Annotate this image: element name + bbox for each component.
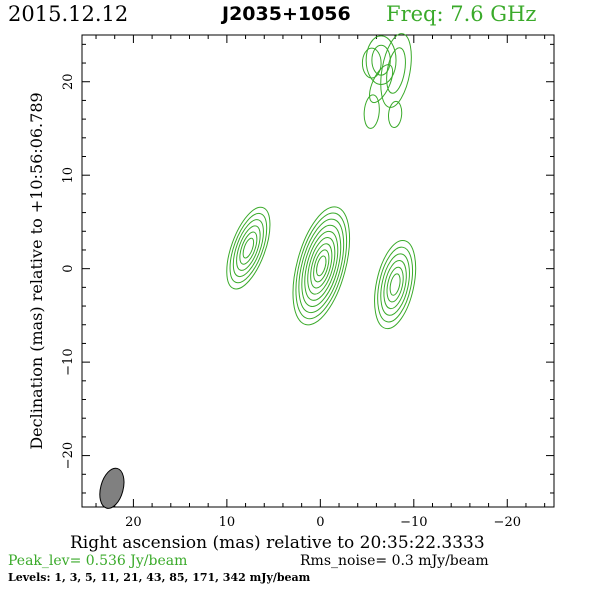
contour-core — [292, 206, 351, 326]
source-name: J2035+1056 — [222, 3, 351, 25]
contour-levels: Levels: 1, 3, 5, 11, 21, 43, 85, 171, 34… — [8, 571, 311, 584]
x-tick-label: 20 — [125, 515, 142, 530]
x-tick-label: 0 — [316, 515, 324, 530]
contour-core — [301, 224, 342, 307]
contour-west-jet — [374, 240, 417, 330]
peak-level: Peak_lev= 0.536 Jy/beam — [8, 553, 188, 569]
y-tick-label: 20 — [61, 73, 76, 90]
contour-core — [313, 249, 330, 283]
x-tick-label: −20 — [494, 515, 521, 530]
contour-east-jet — [226, 206, 271, 290]
contour-core — [310, 243, 333, 289]
y-tick-label: −20 — [61, 442, 76, 469]
rms-noise: Rms_noise= 0.3 mJy/beam — [300, 553, 489, 569]
contour-layer — [226, 33, 417, 330]
x-tick-label: −10 — [400, 515, 427, 530]
contour-west-jet — [383, 260, 407, 310]
contour-east-jet — [242, 237, 255, 259]
y-axis-label: Declination (mas) relative to +10:56:06.… — [27, 92, 46, 449]
axis-ticks: 20 10 0 −10 −20 20 10 0 −10 −20 — [61, 35, 554, 530]
contour-core — [295, 212, 348, 320]
contour-core — [298, 218, 345, 314]
contour-east-jet — [232, 219, 264, 278]
contour-east-jet — [239, 231, 258, 265]
y-tick-label: 0 — [61, 265, 76, 273]
contour-core — [316, 255, 327, 277]
contour-north-c — [361, 47, 382, 79]
contour-north-f — [387, 100, 403, 128]
beam-ellipse — [99, 467, 125, 509]
contour-core — [307, 237, 336, 295]
contour-east-jet — [236, 225, 261, 271]
plot-frame — [81, 34, 555, 508]
x-tick-label: 10 — [219, 515, 236, 530]
contour-west-jet — [377, 246, 414, 323]
contour-west-jet — [389, 273, 401, 296]
observation-date: 2015.12.12 — [8, 2, 129, 26]
contour-north-d — [369, 64, 394, 104]
contour-core — [304, 230, 339, 301]
contour-east-jet — [229, 212, 268, 284]
contour-west-jet — [386, 266, 404, 303]
x-axis-label: Right ascension (mas) relative to 20:35:… — [70, 533, 485, 553]
y-tick-label: −10 — [61, 348, 76, 375]
y-tick-label: 10 — [61, 167, 76, 184]
contour-west-jet — [380, 253, 410, 316]
frequency-label: Freq: 7.6 GHz — [386, 2, 537, 26]
beam-layer — [99, 467, 125, 509]
contour-north-b — [386, 47, 406, 94]
contour-north-e — [363, 94, 380, 129]
